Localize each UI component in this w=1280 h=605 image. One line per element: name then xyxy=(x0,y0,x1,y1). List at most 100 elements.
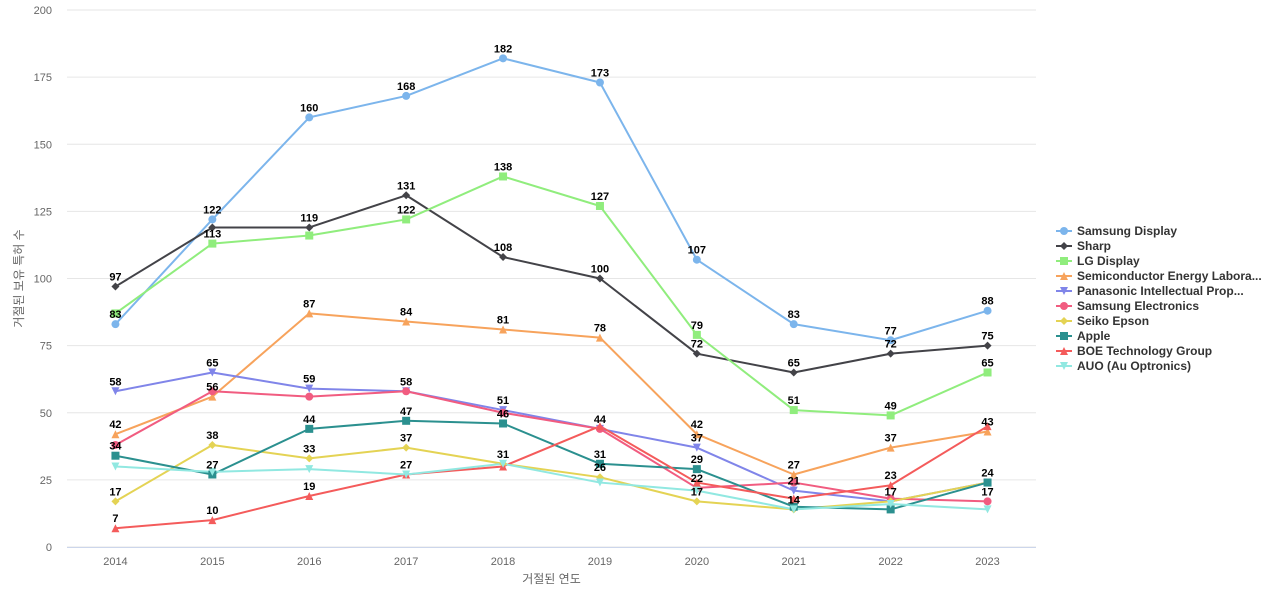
data-point[interactable] xyxy=(983,306,992,315)
series-line-5[interactable] xyxy=(114,371,989,503)
data-point[interactable] xyxy=(789,406,798,415)
data-point[interactable] xyxy=(208,467,217,476)
legend-item[interactable]: AUO (Au Optronics) xyxy=(1056,359,1191,373)
data-point[interactable] xyxy=(789,494,798,503)
legend-item[interactable]: Apple xyxy=(1056,329,1111,343)
data-point[interactable] xyxy=(111,387,120,396)
data-point[interactable] xyxy=(886,336,895,345)
legend-item[interactable]: Sharp xyxy=(1056,239,1111,253)
legend-item[interactable]: Samsung Display xyxy=(1056,224,1177,238)
series-line-4[interactable] xyxy=(114,312,989,476)
data-point[interactable] xyxy=(111,309,120,318)
data-point[interactable] xyxy=(595,459,604,468)
data-point[interactable] xyxy=(402,416,411,425)
data-point[interactable] xyxy=(886,443,895,452)
data-point[interactable] xyxy=(595,274,604,283)
data-point[interactable] xyxy=(208,239,217,248)
data-point[interactable] xyxy=(595,422,604,431)
data-point[interactable] xyxy=(208,223,217,232)
legend-item[interactable]: Semiconductor Energy Labora... xyxy=(1056,269,1262,283)
data-point[interactable] xyxy=(402,215,411,224)
data-point[interactable] xyxy=(402,91,411,100)
data-point[interactable] xyxy=(692,486,701,495)
series-line-9[interactable] xyxy=(114,425,989,530)
data-point[interactable] xyxy=(305,491,314,500)
data-point[interactable] xyxy=(499,172,508,181)
data-point[interactable] xyxy=(208,215,217,224)
data-point[interactable] xyxy=(305,392,314,401)
data-point[interactable] xyxy=(402,443,411,452)
data-point[interactable] xyxy=(499,408,508,417)
data-point[interactable] xyxy=(111,451,120,460)
data-point[interactable] xyxy=(499,459,508,468)
data-point[interactable] xyxy=(692,255,701,264)
data-point[interactable] xyxy=(789,470,798,479)
data-point[interactable] xyxy=(111,462,120,471)
data-point[interactable] xyxy=(208,516,217,525)
data-point[interactable] xyxy=(111,430,120,439)
data-point[interactable] xyxy=(499,419,508,428)
data-point[interactable] xyxy=(983,478,992,487)
series-line-6[interactable] xyxy=(114,390,989,503)
data-point[interactable] xyxy=(305,465,314,474)
data-point[interactable] xyxy=(499,54,508,63)
series-line-1[interactable] xyxy=(114,57,989,342)
legend-item[interactable]: Seiko Epson xyxy=(1056,314,1149,328)
data-point[interactable] xyxy=(111,282,120,291)
data-point[interactable] xyxy=(111,497,120,506)
series-line-10[interactable] xyxy=(114,462,989,511)
data-point[interactable] xyxy=(111,320,120,329)
data-point[interactable] xyxy=(595,333,604,342)
data-point[interactable] xyxy=(886,505,895,514)
data-point[interactable] xyxy=(499,253,508,262)
data-point[interactable] xyxy=(499,325,508,334)
data-point[interactable] xyxy=(402,387,411,396)
data-point[interactable] xyxy=(111,524,120,533)
data-point[interactable] xyxy=(692,443,701,452)
data-point[interactable] xyxy=(789,368,798,377)
series-line-3[interactable] xyxy=(114,175,989,417)
data-point[interactable] xyxy=(305,309,314,318)
data-point[interactable] xyxy=(886,349,895,358)
data-point[interactable] xyxy=(111,440,120,449)
data-point[interactable] xyxy=(208,368,217,377)
data-point[interactable] xyxy=(789,478,798,487)
data-point[interactable] xyxy=(886,500,895,509)
data-point[interactable] xyxy=(305,113,314,122)
data-point[interactable] xyxy=(305,424,314,433)
data-point[interactable] xyxy=(595,202,604,211)
data-point[interactable] xyxy=(692,349,701,358)
data-point[interactable] xyxy=(305,384,314,393)
legend-item[interactable]: Panasonic Intellectual Prop... xyxy=(1056,284,1244,298)
data-point[interactable] xyxy=(983,427,992,436)
data-point[interactable] xyxy=(983,368,992,377)
data-point[interactable] xyxy=(983,341,992,350)
data-point[interactable] xyxy=(789,505,798,514)
data-point[interactable] xyxy=(886,481,895,490)
series-line-7[interactable] xyxy=(114,443,989,511)
data-point[interactable] xyxy=(789,320,798,329)
data-point[interactable] xyxy=(692,330,701,339)
legend-item[interactable]: BOE Technology Group xyxy=(1056,344,1212,358)
data-point[interactable] xyxy=(983,505,992,514)
data-point[interactable] xyxy=(305,231,314,240)
data-point[interactable] xyxy=(983,497,992,506)
data-point[interactable] xyxy=(402,191,411,200)
series-line-2[interactable] xyxy=(114,194,989,374)
data-point[interactable] xyxy=(692,478,701,487)
data-point[interactable] xyxy=(208,440,217,449)
data-point[interactable] xyxy=(595,78,604,87)
data-point[interactable] xyxy=(402,470,411,479)
data-point[interactable] xyxy=(208,387,217,396)
data-point[interactable] xyxy=(692,497,701,506)
data-point[interactable] xyxy=(595,478,604,487)
data-point[interactable] xyxy=(402,317,411,326)
legend-item[interactable]: LG Display xyxy=(1056,254,1140,268)
data-point[interactable] xyxy=(208,392,217,401)
data-point[interactable] xyxy=(983,422,992,431)
data-point[interactable] xyxy=(789,486,798,495)
data-point[interactable] xyxy=(692,430,701,439)
data-point[interactable] xyxy=(305,223,314,232)
data-point[interactable] xyxy=(692,465,701,474)
